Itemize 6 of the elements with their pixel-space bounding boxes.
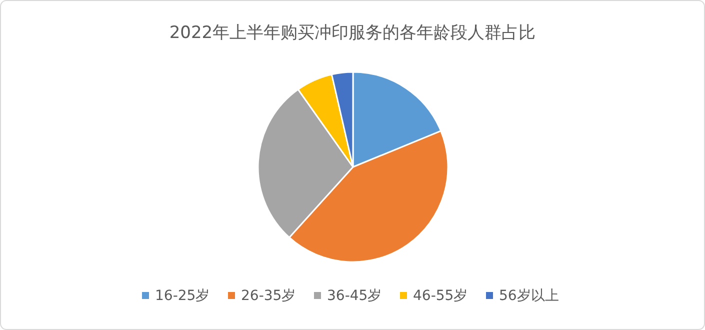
legend-label: 16-25岁 [155,288,210,304]
legend-label: 46-55岁 [413,288,468,304]
chart-title: 2022年上半年购买冲印服务的各年龄段人群占比 [169,23,536,43]
legend-label: 56岁以上 [499,288,559,304]
legend-label: 26-35岁 [241,288,296,304]
legend-label: 36-45岁 [327,288,382,304]
